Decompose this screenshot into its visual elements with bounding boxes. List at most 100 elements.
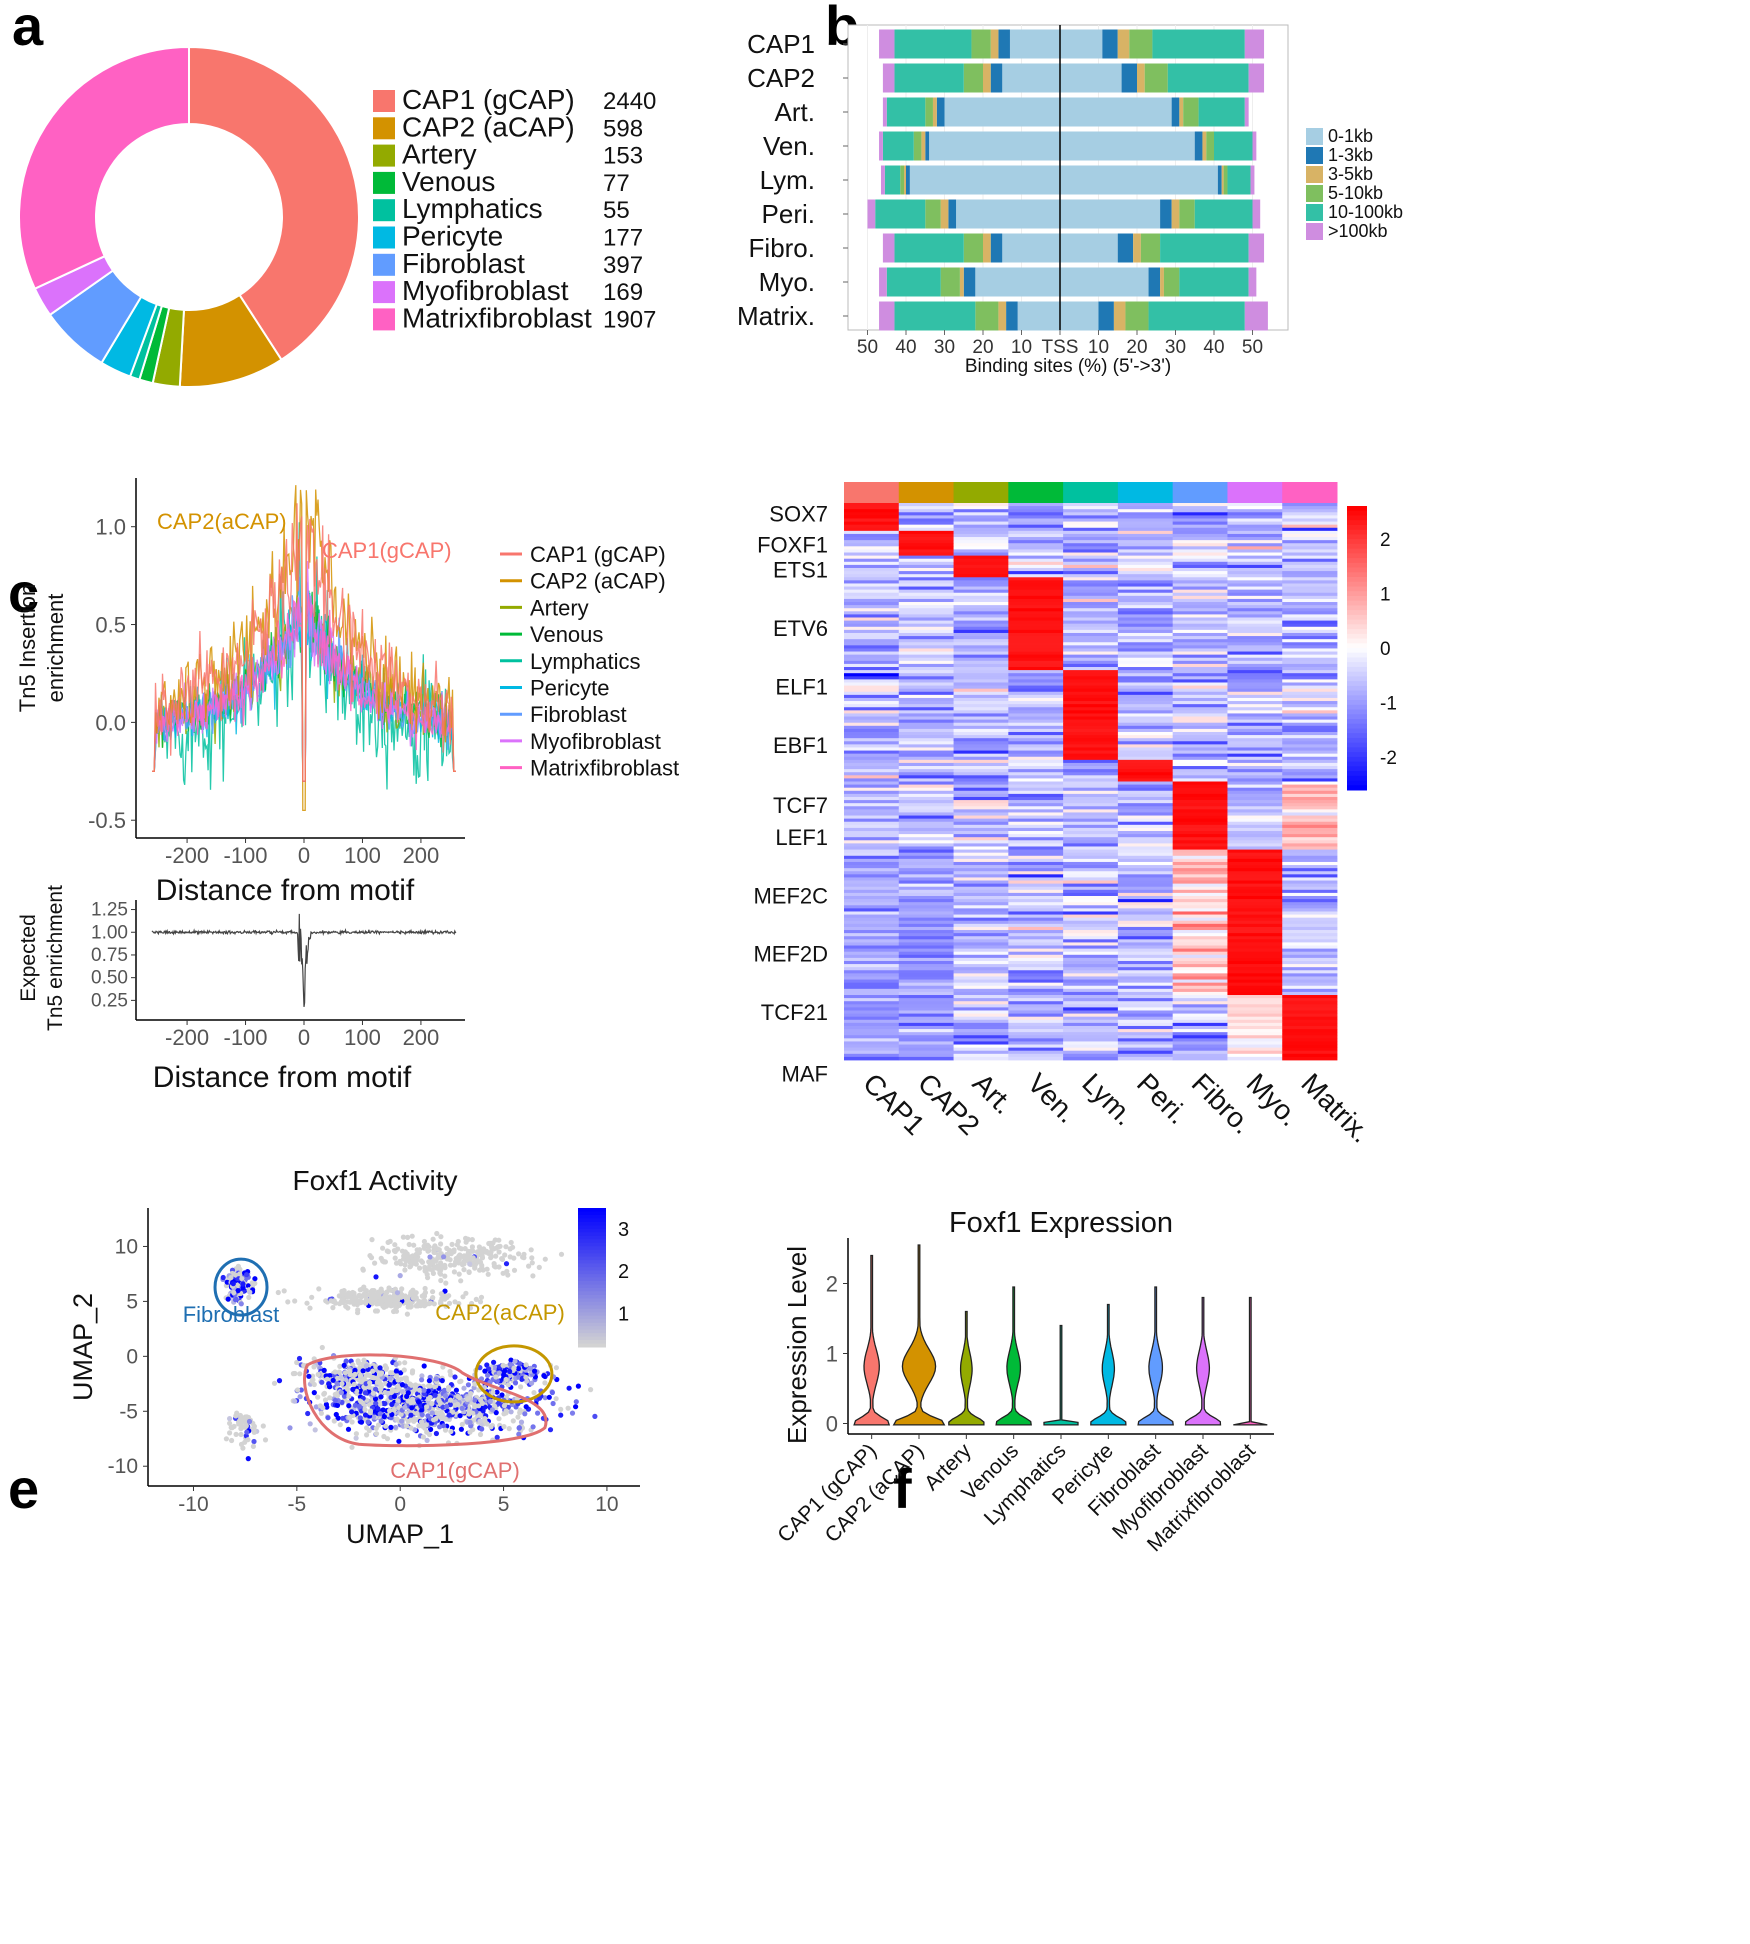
heat-cell: [1282, 645, 1338, 649]
heat-cell: [1117, 632, 1174, 637]
heat-cell: [1227, 821, 1283, 826]
umap-point: [494, 1378, 500, 1384]
umap-point: [386, 1302, 392, 1308]
heat-cell: [953, 676, 1009, 680]
heat-cell: [1227, 1047, 1283, 1052]
heat-cell: [1172, 722, 1228, 727]
heat-cell: [953, 818, 1009, 823]
heat-cell: [953, 691, 1009, 696]
heat-cell: [1227, 1029, 1283, 1033]
heat-cell: [1227, 936, 1283, 940]
bar-up-4-2: [904, 165, 906, 195]
legend-label-1: CAP2 (aCAP): [530, 569, 666, 594]
umap-point: [503, 1244, 509, 1250]
heat-cell: [1227, 852, 1283, 857]
heat-cell: [1227, 558, 1283, 563]
heat-cell: [844, 636, 900, 640]
heat-cell: [1008, 719, 1064, 724]
umap-point: [394, 1373, 400, 1379]
heat-cell: [1117, 756, 1174, 761]
heat-cell: [898, 800, 954, 804]
heat-cell: [1172, 886, 1228, 891]
heat-cell: [898, 933, 954, 937]
umap-point: [423, 1301, 429, 1307]
heat-cell: [1172, 865, 1228, 869]
heat-cell: [1008, 985, 1064, 990]
colorbar-segment: [1347, 600, 1367, 606]
heat-cell: [1227, 991, 1283, 996]
heat-cell: [1117, 892, 1174, 897]
heat-cell: [1008, 976, 1064, 980]
heat-cell: [1282, 784, 1338, 789]
heat-cell: [1227, 951, 1283, 956]
heat-cell: [1227, 815, 1283, 820]
umap-point: [457, 1253, 464, 1259]
heat-cell: [1172, 589, 1228, 594]
footprint-line-0: [152, 503, 456, 782]
umap-point: [438, 1291, 444, 1297]
heat-cell: [1063, 902, 1119, 906]
y-tick-label-3: -5: [119, 1400, 138, 1423]
heat-cell: [1063, 657, 1119, 662]
heat-cell: [844, 868, 900, 872]
heat-cell: [953, 1032, 1009, 1036]
umap-point: [405, 1294, 411, 1301]
umap-point: [437, 1400, 443, 1406]
heat-cell: [1282, 809, 1338, 813]
heat-cell: [898, 685, 954, 690]
heat-cell: [1227, 908, 1283, 912]
umap-point: [484, 1362, 490, 1368]
bar-up-0-3: [971, 29, 991, 59]
annotation-cap1: CAP1(gCAP): [322, 538, 452, 563]
heat-cell: [1063, 1047, 1119, 1052]
umap-point: [386, 1285, 392, 1291]
heat-cell: [953, 731, 1009, 736]
umap-point: [430, 1270, 436, 1276]
umap-point: [403, 1423, 410, 1429]
heat-cell: [1172, 1056, 1228, 1061]
umap-point: [553, 1365, 560, 1371]
heat-cell: [1282, 827, 1338, 832]
umap-point: [317, 1403, 323, 1409]
umap-point: [341, 1297, 347, 1303]
umap-point: [399, 1382, 405, 1388]
heat-cell: [1063, 620, 1119, 625]
umap-point: [420, 1434, 426, 1440]
umap-point: [446, 1412, 452, 1418]
umap-point: [311, 1381, 317, 1388]
umap-point: [392, 1424, 399, 1430]
heat-cell: [953, 577, 1009, 581]
heat-cell: [844, 951, 900, 956]
expected-line: [151, 913, 457, 1007]
umap-point: [352, 1367, 358, 1373]
heat-cell: [953, 1029, 1009, 1033]
umap-point: [374, 1379, 380, 1385]
heat-cell: [1172, 905, 1228, 909]
heat-cell: [844, 629, 900, 634]
heat-cell: [1008, 772, 1064, 776]
heat-cell: [1227, 769, 1283, 773]
heat-cell: [1008, 527, 1064, 532]
heat-cell: [898, 803, 954, 807]
heat-cell: [1008, 840, 1064, 844]
heat-cell: [1282, 592, 1338, 597]
umap-point: [438, 1234, 444, 1240]
heat-cell: [1063, 895, 1119, 900]
heat-cell: [1117, 1019, 1174, 1024]
heat-cell: [953, 948, 1009, 953]
umap-point: [441, 1254, 447, 1260]
heat-cell: [1172, 960, 1228, 965]
heat-cell: [1008, 908, 1064, 912]
umap-point: [411, 1260, 417, 1266]
colorbar-segment: [578, 1214, 606, 1219]
umap-point: [394, 1417, 400, 1423]
row-label-8: Matrix.: [737, 301, 815, 331]
heat-cell: [898, 837, 954, 841]
umap-point: [251, 1438, 257, 1445]
heat-cell: [1282, 1022, 1338, 1027]
heat-cell: [1063, 747, 1119, 751]
colorbar-segment: [1347, 520, 1367, 526]
umap-point: [311, 1390, 317, 1396]
heat-cell: [953, 889, 1009, 894]
colorbar-segment: [578, 1340, 606, 1345]
